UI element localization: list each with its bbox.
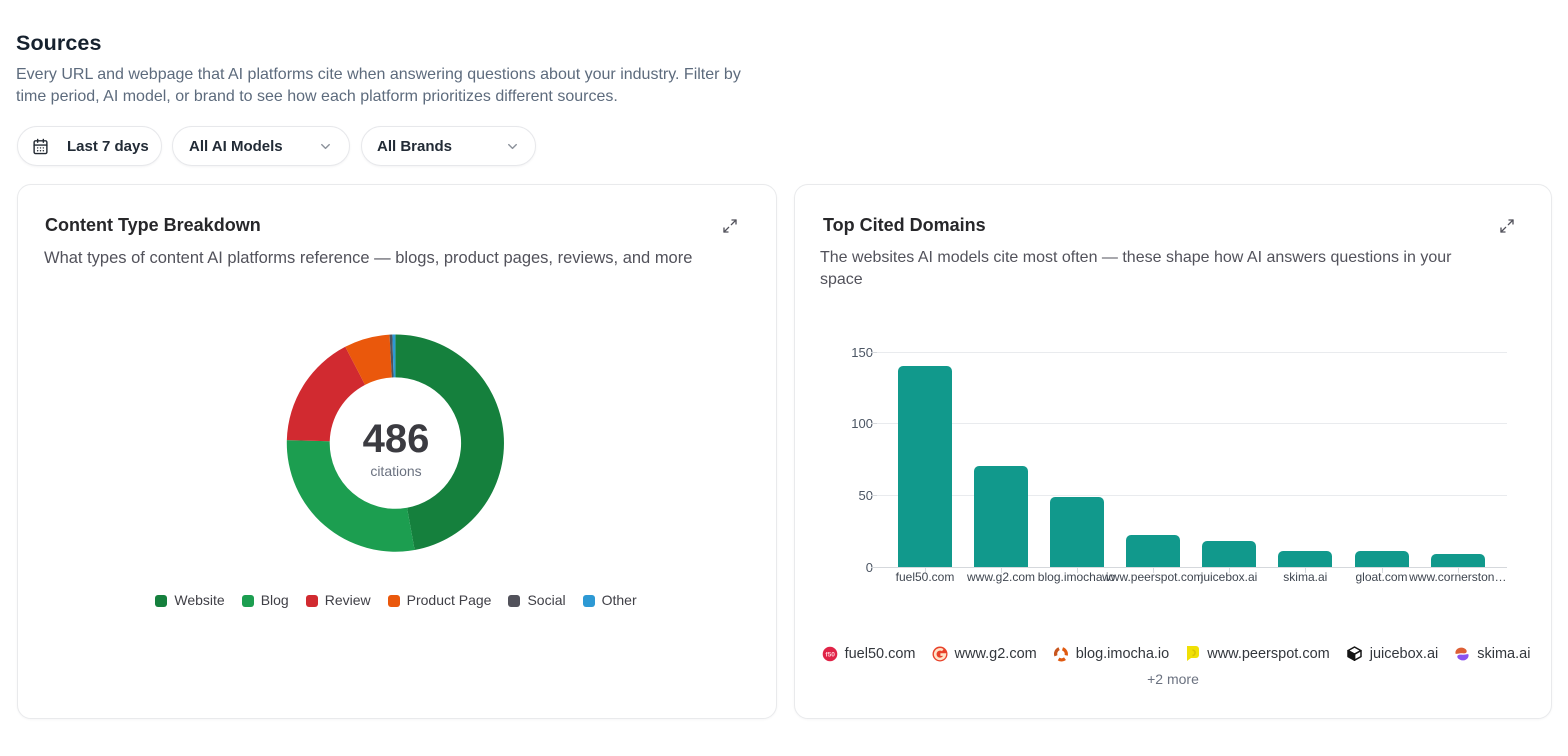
svg-text:f50: f50: [825, 651, 835, 658]
